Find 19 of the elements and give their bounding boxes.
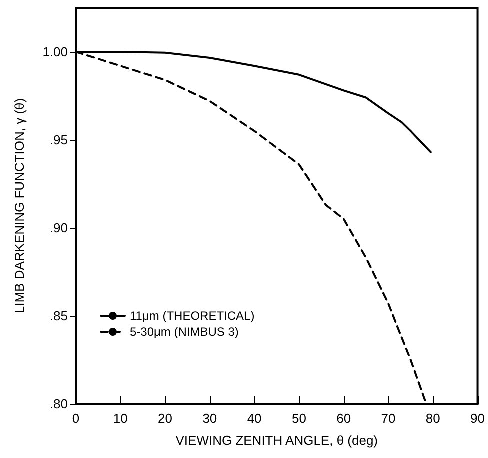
y-tick-label: 1.00 (42, 44, 68, 60)
x-tick-label: 50 (292, 411, 306, 426)
y-axis-title: LIMB DARKENING FUNCTION, γ (θ) (12, 98, 27, 314)
x-tick-label: 0 (72, 411, 80, 426)
legend-label: 11μm (THEORETICAL) (130, 309, 255, 323)
x-tick-label: 30 (202, 411, 218, 426)
y-tick-label: .95 (50, 132, 68, 148)
x-tick-label: 40 (247, 411, 262, 426)
x-tick-label: 80 (426, 411, 440, 426)
x-tick-label: 20 (158, 411, 173, 426)
y-tick-label: .80 (50, 396, 68, 412)
y-tick-label: .85 (50, 308, 68, 324)
y-tick-label: .90 (50, 220, 68, 236)
x-tick-label: 90 (470, 411, 486, 426)
x-tick-label: 70 (381, 411, 396, 426)
x-axis-title: VIEWING ZENITH ANGLE, θ (deg) (176, 433, 378, 448)
x-tick-label: 10 (113, 411, 128, 426)
legend-label: 5-30μm (NIMBUS 3) (130, 325, 239, 339)
x-tick-label: 60 (336, 411, 352, 426)
